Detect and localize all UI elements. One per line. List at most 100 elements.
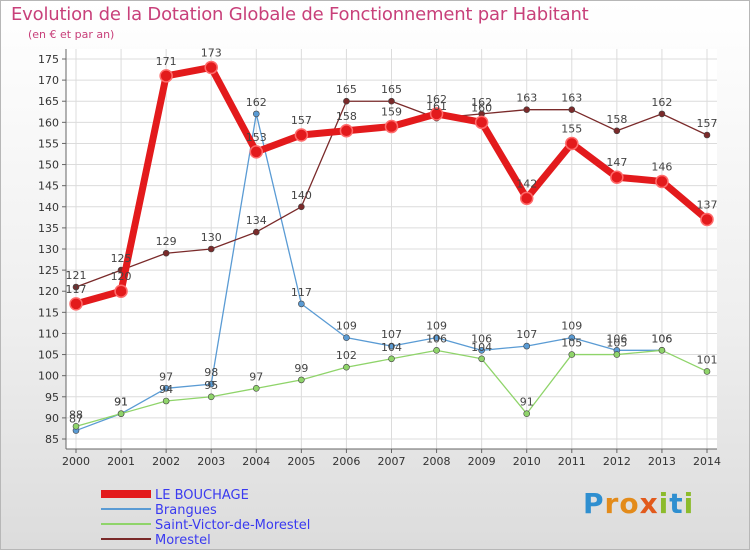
- y-tick-label: 105: [38, 349, 59, 362]
- data-label: 98: [204, 366, 218, 379]
- data-label: 165: [336, 83, 357, 96]
- data-point: [523, 106, 531, 113]
- data-point: [655, 174, 669, 189]
- x-tick-label: 2007: [378, 455, 406, 468]
- data-point: [298, 300, 305, 308]
- data-point: [252, 228, 260, 236]
- legend-label: LE BOUCHAGE: [155, 488, 249, 503]
- data-point: [700, 212, 714, 227]
- logo-letter: P: [583, 487, 605, 520]
- data-point: [474, 115, 489, 130]
- data-point: [703, 131, 711, 139]
- y-tick-label: 135: [38, 222, 59, 235]
- data-point: [384, 119, 399, 134]
- data-label: 163: [516, 92, 537, 105]
- data-point: [429, 107, 444, 121]
- data-point: [162, 249, 170, 257]
- x-tick-label: 2004: [242, 455, 270, 468]
- data-label: 129: [156, 235, 177, 248]
- data-point: [72, 283, 80, 291]
- data-point: [343, 334, 350, 341]
- x-tick-label: 2002: [152, 455, 180, 468]
- data-label: 121: [66, 269, 87, 282]
- data-point: [523, 410, 531, 417]
- data-label: 162: [246, 96, 267, 109]
- y-tick-label: 155: [38, 137, 59, 150]
- data-label: 88: [69, 408, 83, 421]
- data-point: [207, 245, 215, 253]
- data-label: 109: [426, 320, 447, 333]
- logo-letter: x: [639, 487, 659, 520]
- y-tick-label: 120: [38, 285, 59, 298]
- x-tick-label: 2006: [332, 455, 360, 468]
- data-label: 162: [426, 93, 447, 106]
- data-label: 104: [381, 341, 402, 354]
- data-point: [523, 342, 531, 350]
- data-label: 159: [381, 106, 402, 119]
- data-label: 91: [520, 396, 534, 409]
- data-label: 106: [426, 332, 447, 345]
- data-point: [162, 397, 170, 405]
- proxiti-logo: Proxiti: [583, 487, 694, 520]
- data-label: 104: [471, 341, 492, 354]
- data-point: [703, 368, 711, 375]
- y-tick-label: 100: [38, 370, 59, 383]
- data-point: [568, 334, 576, 341]
- data-label: 117: [66, 283, 87, 296]
- data-point: [298, 203, 305, 211]
- x-tick-label: 2003: [197, 455, 225, 468]
- data-point: [249, 145, 264, 159]
- data-point: [72, 423, 80, 430]
- data-label: 140: [291, 189, 312, 202]
- data-label: 87: [69, 413, 83, 426]
- data-label: 153: [246, 131, 267, 144]
- data-label: 162: [471, 96, 492, 109]
- data-point: [388, 342, 395, 350]
- data-point: [433, 334, 440, 341]
- logo-letter: i: [658, 487, 670, 520]
- x-tick-label: 2012: [603, 455, 631, 468]
- data-label: 160: [471, 101, 492, 114]
- data-point: [69, 297, 83, 311]
- y-tick-label: 170: [38, 74, 59, 87]
- data-label: 95: [204, 379, 218, 392]
- data-label: 91: [114, 396, 128, 409]
- data-point: [252, 385, 260, 392]
- data-label: 101: [697, 353, 718, 366]
- x-tick-label: 2013: [648, 455, 676, 468]
- logo-letter: t: [669, 487, 684, 520]
- data-point: [207, 393, 215, 401]
- y-tick-label: 150: [38, 159, 59, 172]
- data-label: 106: [471, 332, 492, 345]
- logo-letter: r: [604, 487, 620, 520]
- data-label: 158: [336, 110, 357, 123]
- data-point: [388, 355, 395, 363]
- data-point: [658, 347, 666, 354]
- data-point: [565, 136, 579, 151]
- data-label: 91: [114, 396, 128, 409]
- x-tick-label: 2000: [62, 455, 90, 468]
- data-point: [114, 284, 128, 298]
- y-tick-label: 110: [38, 327, 59, 340]
- data-label: 106: [651, 332, 672, 345]
- data-label: 99: [294, 362, 308, 375]
- data-label: 106: [606, 332, 627, 345]
- data-point: [207, 380, 215, 388]
- data-point: [162, 385, 170, 392]
- y-tick-label: 175: [38, 53, 59, 66]
- legend-label: Brangues: [155, 503, 217, 518]
- data-label: 165: [381, 83, 402, 96]
- data-point: [658, 110, 666, 118]
- data-label: 137: [697, 198, 718, 211]
- data-label: 107: [381, 328, 402, 341]
- data-label: 158: [606, 113, 627, 126]
- x-tick-label: 2008: [423, 455, 451, 468]
- data-point: [298, 376, 305, 384]
- data-label: 94: [159, 383, 173, 396]
- logo-letter: i: [683, 487, 695, 520]
- data-label: 125: [111, 252, 132, 265]
- x-tick-label: 2005: [287, 455, 315, 468]
- data-label: 142: [516, 177, 537, 190]
- data-label: 157: [697, 117, 718, 130]
